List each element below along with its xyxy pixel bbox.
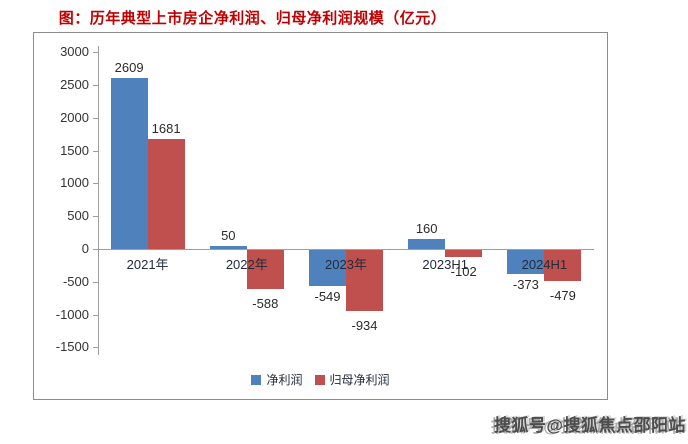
legend-swatch-icon	[251, 374, 262, 385]
bar-net-profit	[507, 250, 545, 275]
bar-value-label: -102	[450, 263, 477, 279]
category-label: 2023H1	[422, 257, 468, 272]
y-tick-mark	[93, 150, 98, 152]
bar-attributable-net-profit	[246, 250, 284, 289]
bar-attributable-net-profit	[445, 250, 483, 257]
legend-item: 净利润	[251, 371, 303, 388]
category-label: 2021年	[126, 257, 169, 272]
y-tick-mark	[93, 85, 98, 87]
y-tick-mark	[93, 52, 98, 54]
y-tick-label: -1500	[55, 339, 89, 355]
y-tick-mark	[93, 347, 98, 349]
y-tick-label: -1000	[55, 306, 89, 322]
legend-item: 归母净利润	[314, 371, 390, 388]
plot-area: 净利润 归母净利润 3000 2500 2000 1500 1000 500 0 -500 -10…	[33, 32, 608, 400]
y-tick-label: 500	[67, 208, 89, 224]
bar-attributable-net-profit	[544, 250, 582, 282]
bar-value-label: -588	[252, 295, 279, 311]
category-label: 2023年	[325, 257, 367, 272]
chart-legend: 净利润 归母净利润	[34, 371, 607, 388]
y-axis-line	[98, 46, 99, 355]
y-tick-label: 1000	[60, 175, 89, 191]
y-tick-label: 0	[81, 241, 89, 256]
bar-value-label: 1681	[151, 120, 181, 136]
x-axis-zero-line	[98, 249, 594, 250]
bar-attributable-net-profit	[147, 138, 185, 249]
bar-value-label: -549	[314, 288, 341, 304]
bar-net-profit	[309, 250, 346, 286]
bar-value-label: 2609	[114, 59, 144, 75]
y-tick-mark	[93, 117, 98, 119]
y-tick-mark	[93, 216, 98, 218]
bar-value-label: 50	[221, 227, 236, 243]
bar-value-label: -479	[549, 288, 576, 304]
y-tick-label: 2500	[60, 77, 89, 93]
bar-value-label: 160	[415, 220, 438, 236]
bar-net-profit	[209, 245, 247, 249]
y-tick-label: 1500	[60, 142, 89, 158]
bar-value-label: -373	[512, 277, 539, 293]
category-label: 2024H1	[521, 257, 568, 272]
y-tick-label: -500	[62, 273, 89, 289]
category-label: 2022年	[225, 257, 268, 272]
y-tick-label: 2000	[60, 109, 89, 125]
y-tick-mark	[93, 314, 98, 316]
watermark-text: 搜狐号@搜狐焦点邵阳站	[493, 416, 686, 435]
bar-attributable-net-profit	[346, 250, 383, 312]
legend-label: 净利润	[266, 373, 303, 387]
y-tick-mark	[93, 183, 98, 185]
legend-swatch-icon	[314, 374, 325, 385]
bar-value-label: -934	[351, 318, 378, 334]
y-tick-label: 3000	[60, 44, 89, 60]
legend-label: 归母净利润	[329, 373, 390, 387]
y-tick-mark	[93, 281, 98, 283]
bar-net-profit	[408, 238, 446, 249]
bar-net-profit	[110, 77, 148, 249]
y-tick-mark	[93, 249, 98, 250]
chart-title: 图：历年典型上市房企净利润、归母净利润规模（亿元）	[58, 10, 447, 27]
